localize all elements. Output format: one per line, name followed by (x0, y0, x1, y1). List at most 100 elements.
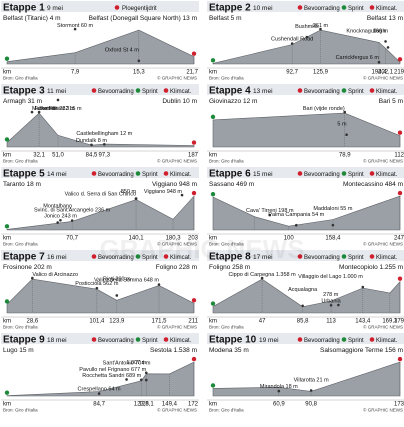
climb-point (384, 40, 387, 43)
source-label: Bron: Giro d'Italia (3, 325, 38, 330)
stage-finish: Belfast (Donegall Square North) 13 m (89, 15, 197, 22)
stage-title: Etappe 2 (209, 3, 251, 14)
stage-title-bar (207, 333, 404, 344)
climb-label: Acqualagna (288, 287, 318, 293)
stage-date: 13 mei (253, 88, 273, 95)
km-tick-label: 70,7 (66, 236, 78, 242)
legend-sprint: Sprint (142, 172, 158, 178)
stage-title-bar (1, 250, 199, 261)
km-tick-label: 172 (188, 402, 199, 408)
stage-title-bar (1, 84, 199, 95)
km-tick-label: 203 (188, 236, 199, 242)
climb-label: Carrickfergus 6 m (336, 55, 380, 61)
climb-label: Valico della Somma 648 m (94, 278, 159, 284)
stage-title: Etappe 8 (209, 252, 251, 263)
stage-finish: Sestola 1.538 m (150, 347, 197, 354)
kom-icon (163, 337, 169, 342)
finish-pin-icon (397, 130, 403, 135)
stage-panel-10: Etappe 10 19 mei Bevoorrading Sprint Klimcat… (207, 333, 404, 413)
km-tick-label: 15,3 (133, 70, 145, 76)
climb-label: Sant'Antonio 704 m (103, 360, 151, 366)
credit-label: © GRAPHIC NEWS (363, 158, 403, 164)
stage-title: Etappe 10 (209, 335, 257, 346)
stage-start: Foligno 258 m (209, 264, 250, 271)
climb-point (337, 303, 340, 307)
climb-point (345, 133, 348, 136)
start-pin-icon (4, 56, 10, 61)
km-tick-label: 28,6 (27, 319, 39, 325)
km-tick-label: 112 (394, 153, 404, 159)
stage-title-bar (207, 250, 404, 261)
climb-point (90, 143, 93, 147)
climb-point (377, 60, 381, 64)
climb-point (290, 42, 294, 45)
climb-label: Stormont 60 m (57, 23, 93, 29)
km-tick-label: 84,7 (93, 402, 105, 408)
stage-date: 16 mei (47, 254, 67, 261)
stage-finish: Montecassino 484 m (343, 181, 403, 188)
climb-point (30, 110, 34, 114)
stage-panel-4: Etappe 4 13 mei Bevoorrading Sprint Klimcat.… (207, 84, 404, 164)
stage-title: Etappe 7 (3, 252, 45, 263)
stage-title-bar (207, 84, 404, 95)
km-tick-label: 32,1 (33, 153, 45, 159)
km-tick-label: 173 (394, 402, 404, 408)
finish-pin-icon (191, 51, 197, 56)
climb-label: 278 m (323, 292, 339, 298)
km-label: km (209, 236, 217, 242)
km-tick-label: 149,4 (162, 402, 178, 408)
source-label: Bron: Giro d'Italia (209, 325, 244, 330)
finish-pin-icon (191, 140, 197, 145)
km-tick-label: 125,9 (313, 70, 329, 76)
climb-point (97, 392, 101, 395)
climb-label: 1.007 m (126, 360, 146, 366)
km-tick-label: 90,8 (305, 402, 317, 408)
stage-start: Modena 35 m (209, 347, 249, 354)
credit-label: © GRAPHIC NEWS (157, 75, 197, 81)
credit-label: © GRAPHIC NEWS (157, 407, 197, 413)
stage-start: Belfast (Titanic) 4 m (3, 15, 61, 22)
stage-date: 9 mei (47, 5, 63, 12)
km-tick-label: 171,5 (151, 319, 167, 325)
legend-kom: Klimcat. (170, 338, 192, 344)
legend-feed: Bevoorrading (304, 89, 340, 95)
stage-finish: Viggiano 948 m (152, 181, 197, 188)
sprint-icon (135, 337, 141, 342)
credit-label: © GRAPHIC NEWS (157, 241, 197, 247)
credit-label: © GRAPHIC NEWS (363, 407, 403, 413)
km-tick-label: 140,1 (129, 236, 145, 242)
climb-point (115, 294, 119, 297)
climb-label: Maddaloni 55 m (313, 206, 353, 212)
kom-icon (369, 337, 375, 342)
legend-kom: Klimcat. (170, 255, 192, 261)
ttt-icon (114, 5, 120, 10)
start-pin-icon (4, 137, 10, 142)
legend-sprint: Sprint (348, 89, 364, 95)
km-tick-label: 84,5 (86, 153, 98, 159)
stage-panel-3: Etappe 3 11 mei Bevoorrading Sprint Klimcat.… (1, 84, 199, 164)
climb-point (277, 389, 281, 393)
stage-title: Etappe 3 (3, 86, 45, 97)
km-tick-label: 101,4 (89, 319, 105, 325)
km-tick-label: 247 (394, 236, 404, 242)
climb-label: Bushmills (295, 24, 319, 30)
stage-panel-2: Etappe 2 10 mei Bevoorrading Sprint Klimcat.… (207, 1, 404, 81)
km-tick-label: 180,3 (166, 236, 182, 242)
kom-icon (163, 88, 169, 93)
legend-sprint: Sprint (348, 255, 364, 261)
legend-feed: Bevoorrading (98, 338, 134, 344)
finish-pin-icon (191, 298, 197, 303)
credit-label: © GRAPHIC NEWS (157, 158, 197, 164)
stage-title-bar (207, 167, 404, 178)
feed-zone-icon (297, 171, 303, 176)
km-label: km (3, 236, 11, 242)
legend-kom: Klimcat. (376, 338, 398, 344)
climb-point (309, 389, 313, 392)
km-tick-label: 21,7 (186, 70, 198, 76)
stage-date: 19 mei (259, 337, 279, 344)
climb-label: Rieti 390 m (103, 276, 131, 282)
legend-kom: Klimcat. (376, 172, 398, 178)
finish-pin-icon (397, 276, 403, 281)
start-pin-icon (210, 301, 216, 306)
